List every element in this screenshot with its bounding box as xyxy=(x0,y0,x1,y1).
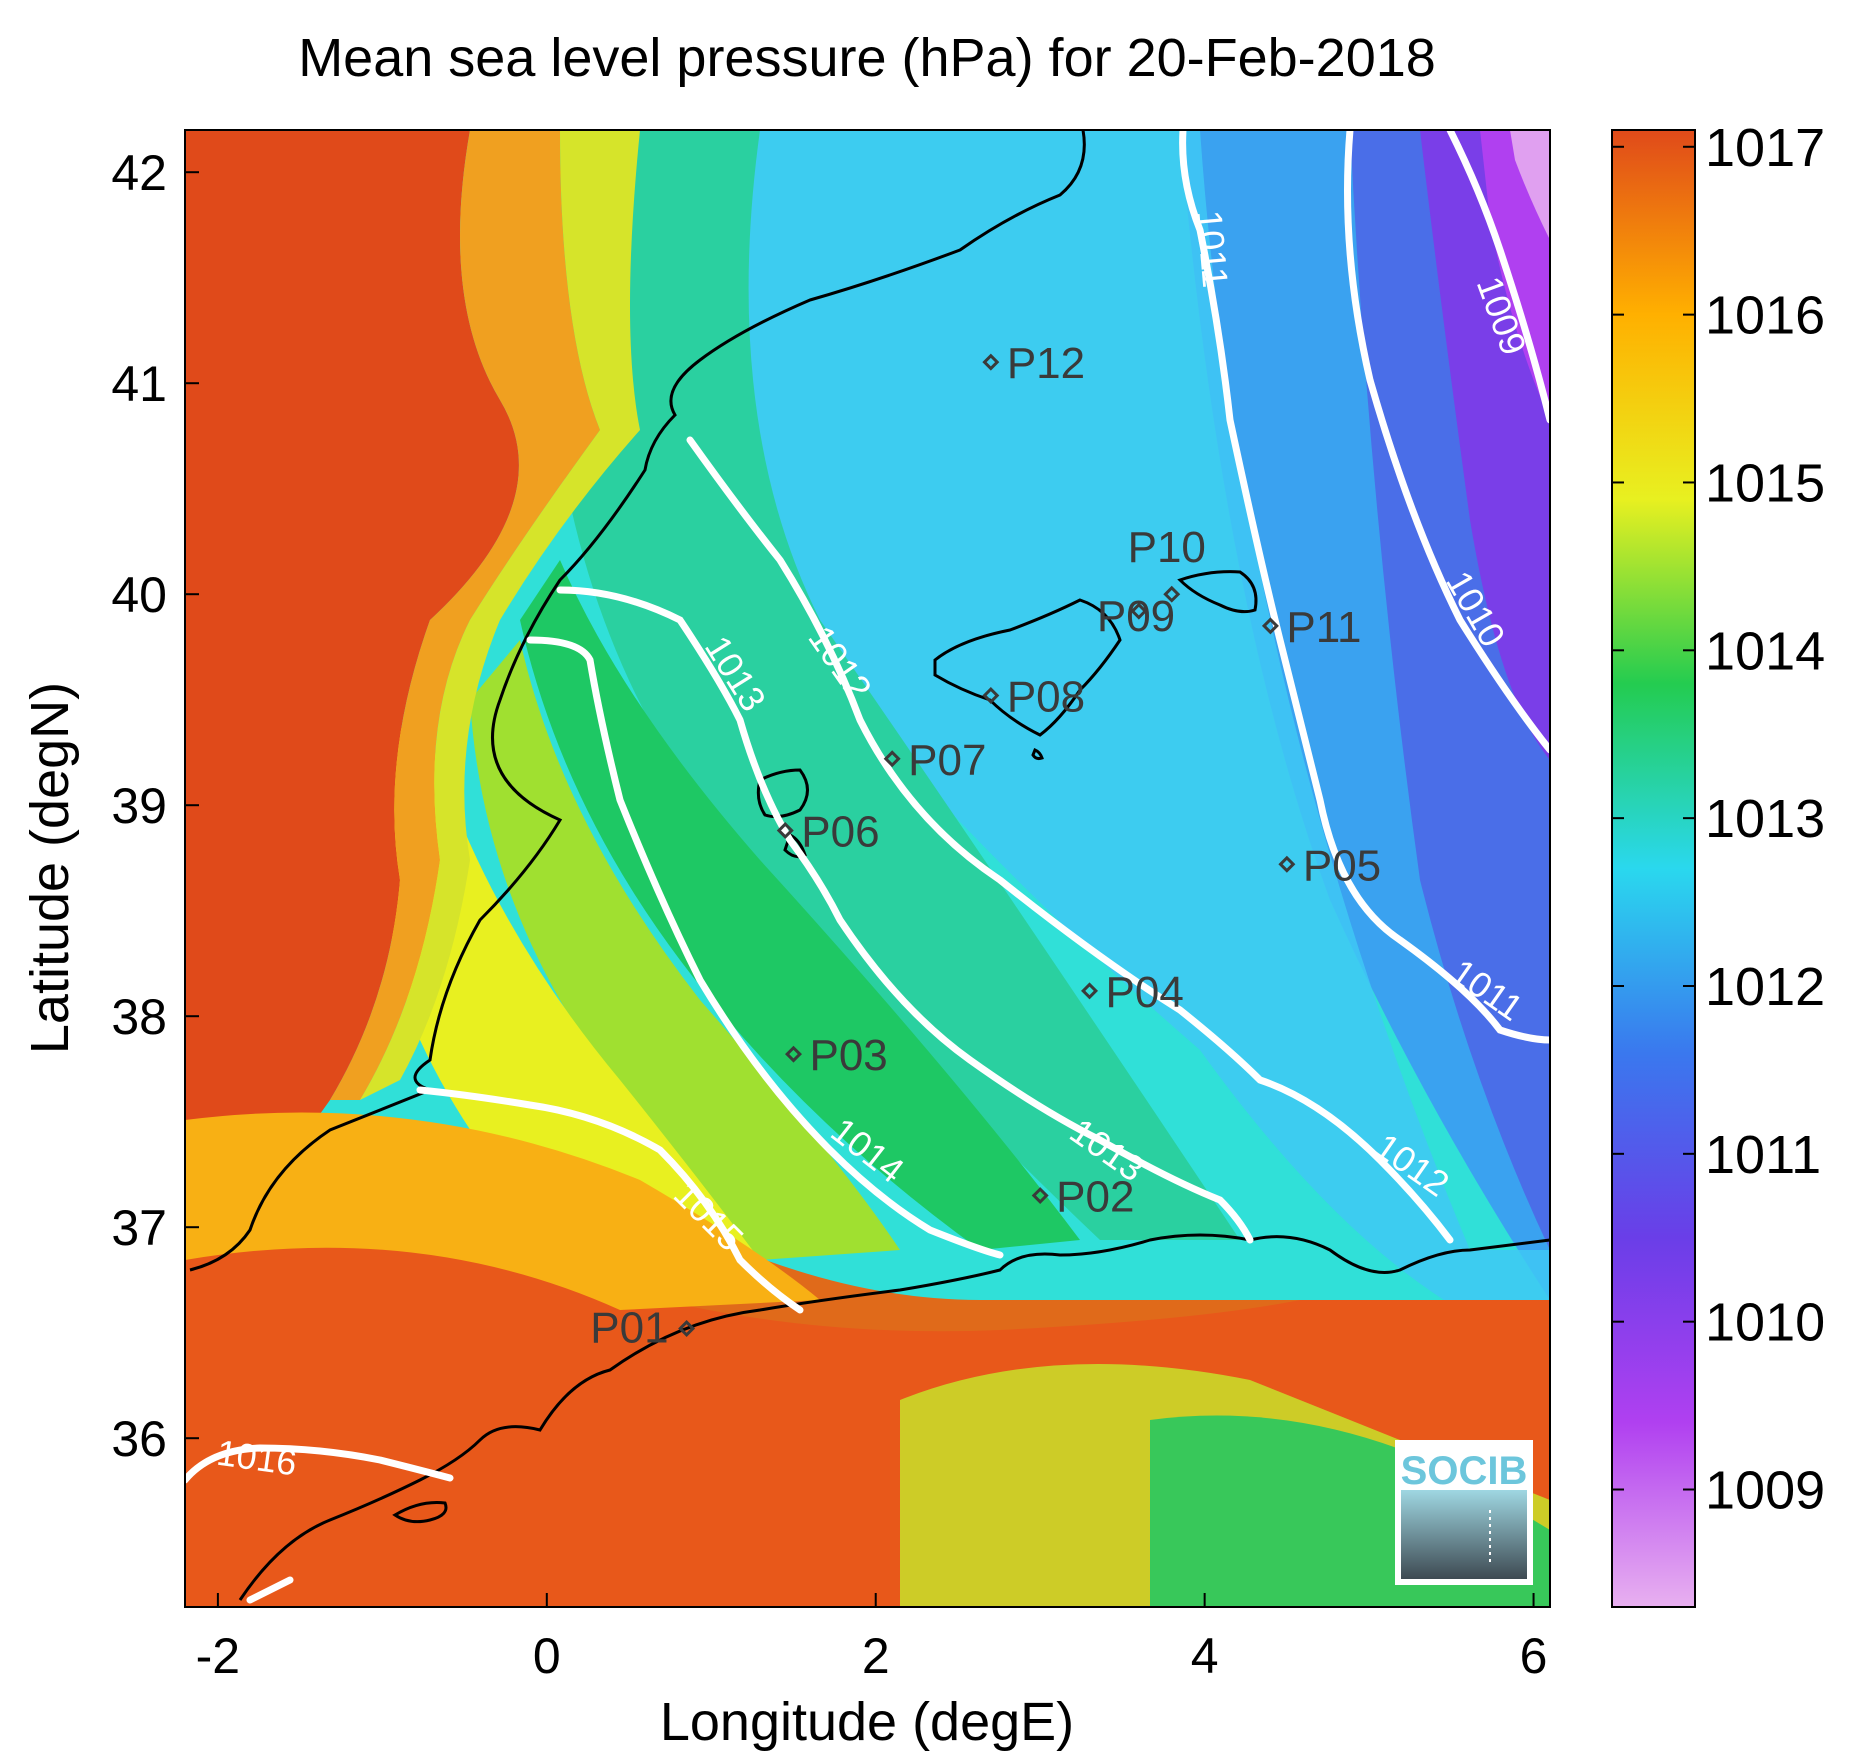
station-label: P12 xyxy=(1007,339,1085,388)
colorbar-ticks: 1009 1010 1011 1012 1013 1014 1015 1016 1017 xyxy=(1612,118,1825,1521)
contour-1012-north xyxy=(686,436,1454,1244)
pressure-contours xyxy=(185,130,1550,1604)
station-label: P01 xyxy=(590,1303,668,1352)
contour-1015 xyxy=(416,1086,804,1314)
contour-label-1011-north: 1011 xyxy=(1189,209,1237,290)
station-label: P04 xyxy=(1106,968,1184,1017)
colorbar-tick-label: 1012 xyxy=(1705,957,1825,1017)
y-tick-label: 40 xyxy=(111,567,167,623)
y-tick-label: 36 xyxy=(111,1411,167,1467)
station-label: P09 xyxy=(1097,592,1175,641)
station-marker xyxy=(1261,617,1279,635)
contour-1013 xyxy=(556,586,1254,1244)
socib-logo-text: SOCIB xyxy=(1401,1449,1528,1493)
y-axis-ticks: 36 37 38 39 40 41 42 xyxy=(111,145,199,1467)
station-marker xyxy=(883,750,901,768)
station-marker xyxy=(1081,982,1099,1000)
socib-logo: SOCIB xyxy=(1395,1440,1533,1585)
colorbar-tick-label: 1016 xyxy=(1705,286,1825,346)
station-marker xyxy=(1031,1187,1049,1205)
station-marker xyxy=(1163,585,1181,603)
contour-1010 xyxy=(1344,130,1550,754)
colorbar-tick-label: 1014 xyxy=(1705,621,1825,681)
station-marker xyxy=(1130,602,1148,620)
station-label: P11 xyxy=(1286,603,1361,652)
station-marker xyxy=(982,686,1000,704)
contour-1016 xyxy=(185,1444,454,1484)
colorbar-tick-label: 1011 xyxy=(1705,1125,1821,1185)
colorbar-tick-label: 1017 xyxy=(1705,118,1825,178)
station-label: P02 xyxy=(1056,1173,1134,1222)
x-tick-label: 4 xyxy=(1191,1628,1219,1684)
y-tick-label: 42 xyxy=(111,145,167,201)
station-label: P10 xyxy=(1128,523,1206,572)
station-marker xyxy=(678,1319,696,1337)
y-axis-label: Latitude (degN) xyxy=(20,682,80,1054)
contour-1011-north xyxy=(1179,130,1550,1044)
station-marker xyxy=(776,822,794,840)
station-label: P06 xyxy=(801,808,879,857)
y-tick-label: 37 xyxy=(111,1200,167,1256)
x-tick-label: 0 xyxy=(533,1628,561,1684)
station-label: P07 xyxy=(908,736,986,785)
y-tick-label: 38 xyxy=(111,989,167,1045)
station-label: P05 xyxy=(1303,841,1381,890)
contour-1014 xyxy=(526,636,1004,1259)
contour-1009 xyxy=(1446,130,1550,424)
colorbar xyxy=(1611,129,1696,1608)
x-tick-label: 6 xyxy=(1520,1628,1548,1684)
x-axis-ticks: -2 0 2 4 6 xyxy=(196,1593,1548,1684)
colorbar-tick-label: 1010 xyxy=(1705,1293,1825,1353)
colorbar-tick-label: 1009 xyxy=(1705,1461,1825,1521)
station-marker xyxy=(785,1045,802,1063)
station-marker xyxy=(1278,855,1296,873)
pressure-heatmap xyxy=(185,130,1550,1607)
y-tick-label: 41 xyxy=(111,356,167,412)
station-marker xyxy=(982,353,1000,371)
colorbar-tick-label: 1013 xyxy=(1705,789,1825,849)
station-label: P08 xyxy=(1007,672,1085,721)
coastline xyxy=(189,130,1550,1601)
x-tick-label: 2 xyxy=(862,1628,890,1684)
x-axis-label: Longitude (degE) xyxy=(660,1692,1074,1752)
station-label: P03 xyxy=(809,1031,887,1080)
x-tick-label: -2 xyxy=(196,1628,240,1684)
chart-title: Mean sea level pressure (hPa) for 20-Feb… xyxy=(298,28,1436,88)
map-frame xyxy=(184,129,1551,1608)
contour-1016-sw xyxy=(246,1576,294,1604)
colorbar-tick-label: 1015 xyxy=(1705,453,1825,513)
y-tick-label: 39 xyxy=(111,778,167,834)
